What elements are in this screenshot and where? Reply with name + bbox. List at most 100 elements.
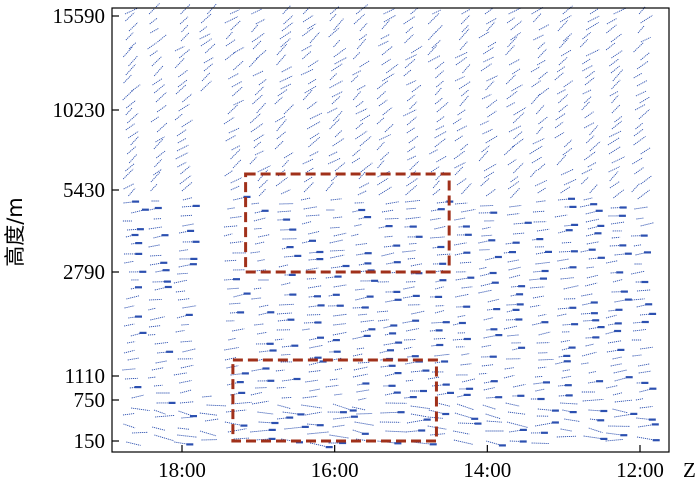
wind-barb [459, 41, 468, 51]
y-axis-label: 高度/m [3, 197, 27, 267]
wind-barb [588, 427, 603, 434]
wind-barb [352, 209, 362, 213]
wind-barb [251, 33, 265, 43]
wind-barb [125, 107, 133, 116]
wind-barb [383, 8, 395, 15]
wind-barb [256, 102, 266, 114]
wind-barb [614, 116, 623, 123]
wind-barb [513, 383, 526, 388]
wind-barb [128, 22, 139, 32]
wind-barb [301, 197, 311, 201]
wind-barb [505, 45, 515, 56]
wind-barb [435, 70, 444, 79]
wind-barb [155, 136, 165, 143]
wind-barb [636, 79, 648, 87]
wind-barb [200, 80, 212, 92]
wind-barb [635, 398, 644, 401]
wind-barb [177, 138, 187, 144]
wind-barb [640, 14, 653, 24]
wind-barb [485, 188, 497, 197]
wind-barb [128, 187, 136, 197]
wind-barb [480, 63, 492, 72]
wind-barb [280, 38, 291, 48]
wind-barb [305, 379, 318, 383]
wind-barb [633, 72, 643, 79]
wind-barb [581, 293, 593, 297]
wind-barb [581, 168, 593, 175]
wind-barb [558, 56, 569, 66]
wind-barb [359, 60, 370, 68]
wind-barb [509, 429, 523, 433]
wind-barb [611, 120, 623, 130]
wind-barb [403, 286, 415, 290]
wind-barb [280, 189, 291, 195]
barb-column [248, 8, 279, 441]
wind-barb [509, 274, 521, 279]
wind-barb [614, 299, 628, 303]
wind-barb [223, 116, 235, 125]
barb-column [478, 8, 506, 447]
wind-barb [611, 104, 621, 114]
wind-barb [132, 431, 148, 434]
wind-barb [325, 181, 335, 192]
wind-barb [332, 110, 343, 122]
wind-barb [275, 369, 285, 372]
wind-barb [557, 258, 570, 262]
wind-barb [431, 321, 446, 324]
wind-barb [200, 13, 212, 24]
wind-barb [199, 33, 211, 40]
wind-barb [325, 384, 339, 388]
wind-barb [281, 396, 293, 399]
wind-barb [377, 159, 385, 169]
wind-barb [352, 70, 362, 76]
wind-barb [308, 59, 319, 68]
wind-barb [224, 347, 239, 351]
wind-barb [199, 430, 217, 437]
wind-barb [482, 404, 497, 410]
wind-barb [585, 49, 600, 57]
wind-barb [507, 36, 518, 48]
wind-barb [436, 155, 447, 163]
wind-barb [632, 354, 642, 357]
wind-barb [612, 408, 628, 414]
wind-barb [529, 145, 543, 155]
wind-barb [355, 288, 365, 291]
barb-column [223, 9, 252, 440]
wind-barb [153, 65, 164, 77]
wind-barb [510, 176, 519, 183]
wind-barb [306, 121, 321, 130]
wind-barb [252, 94, 264, 105]
barb-column [452, 9, 482, 445]
wind-barb [486, 75, 498, 82]
wind-barb [378, 99, 388, 107]
wind-barb [609, 180, 621, 189]
wind-barb [633, 329, 646, 332]
wind-barb [508, 7, 522, 15]
barb-column [300, 6, 333, 449]
wind-barb [332, 403, 353, 411]
wind-barb [508, 58, 521, 66]
wind-barb [178, 69, 188, 78]
wind-barb [254, 86, 265, 96]
wind-barb [432, 384, 446, 387]
wind-barb [329, 239, 343, 244]
wind-barb [257, 165, 271, 173]
wind-barb [406, 80, 417, 86]
wind-barb [383, 14, 397, 23]
wind-barb [462, 63, 471, 74]
wind-barb [250, 123, 264, 133]
wind-barb [333, 284, 347, 288]
wind-barb [334, 393, 343, 396]
wind-barb [131, 84, 141, 92]
wind-barb [584, 77, 595, 86]
wind-barb [405, 199, 421, 203]
wind-barb [459, 95, 469, 107]
wind-barb [589, 8, 599, 15]
wind-barb [581, 362, 590, 365]
wind-barb [640, 175, 652, 185]
wind-barb [584, 151, 596, 161]
wind-barb [510, 20, 523, 31]
wind-barb [251, 400, 269, 405]
wind-barb [181, 24, 189, 33]
wind-barb [307, 431, 330, 435]
